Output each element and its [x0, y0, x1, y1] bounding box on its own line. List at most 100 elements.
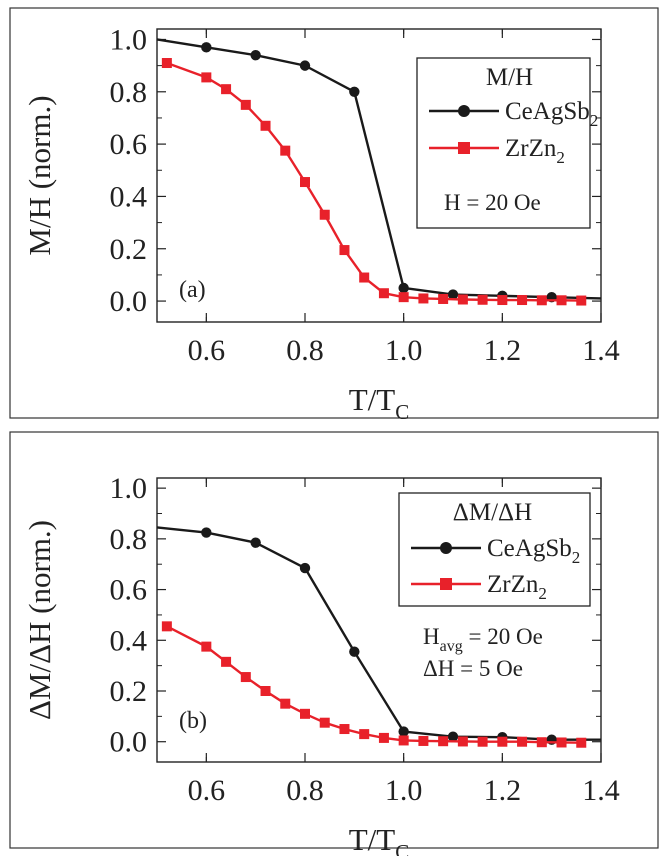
legend-label-sub: 2: [538, 584, 547, 603]
point-zrzn2: [497, 736, 508, 747]
point-zrzn2: [497, 295, 508, 306]
point-ceagsb2: [349, 86, 360, 97]
point-zrzn2: [280, 698, 291, 709]
annotation-main: H: [423, 624, 440, 649]
point-ceagsb2: [201, 527, 212, 538]
x-tick-label: 1.4: [582, 334, 620, 367]
point-ceagsb2: [299, 60, 311, 71]
legend-box: [416, 57, 591, 229]
legend-marker-zrzn2: [440, 578, 452, 590]
panel-frame: [9, 7, 659, 419]
legend-box: [398, 492, 591, 607]
point-zrzn2: [517, 736, 528, 747]
x-tick-label: 0.6: [188, 334, 226, 367]
point-ceagsb2: [250, 537, 261, 548]
point-zrzn2: [339, 245, 350, 256]
point-ceagsb2: [201, 42, 212, 53]
point-zrzn2: [438, 736, 449, 747]
point-zrzn2: [477, 294, 488, 305]
plot-area: [156, 28, 602, 323]
point-ceagsb2: [250, 49, 261, 61]
x-axis-title-main: T/T: [349, 822, 396, 856]
x-tick-label: 1.0: [385, 774, 423, 807]
legend-label-ceagsb2: CeAgSb2: [505, 98, 598, 130]
panel-b: 0.6 0.8 1.0 1.2 1.4 0.0 0.2 0.4 0.6 0.8 1.0 T/TC ΔM/…: [9, 431, 659, 856]
x-axis-title: T/TC: [349, 822, 410, 856]
point-ceagsb2: [447, 731, 459, 742]
x-tick-label: 1.0: [385, 334, 423, 367]
point-zrzn2: [398, 735, 409, 746]
plot-area: [156, 477, 602, 763]
legend-marker-ceagsb2: [440, 542, 452, 554]
point-zrzn2: [418, 293, 429, 304]
y-tick-label: 0.4: [110, 624, 148, 657]
annotation-rest: = 20 Oe: [463, 624, 543, 649]
point-zrzn2: [359, 729, 370, 740]
point-zrzn2: [457, 294, 468, 305]
point-zrzn2: [339, 724, 350, 735]
point-zrzn2: [477, 736, 488, 747]
point-zrzn2: [319, 717, 330, 728]
point-zrzn2: [418, 735, 429, 746]
point-zrzn2: [201, 72, 212, 83]
annotation: H = 20 Oe: [444, 190, 541, 215]
x-axis-title: T/TC: [349, 382, 410, 424]
x-tick-label: 1.2: [484, 334, 522, 367]
x-axis: 0.6 0.8 1.0 1.2 1.4: [188, 478, 620, 807]
x-axis-title-main: T/T: [349, 382, 396, 417]
point-zrzn2: [319, 209, 330, 220]
y-tick-label: 1.0: [110, 23, 148, 56]
panel-frame: [9, 431, 659, 849]
point-ceagsb2: [349, 646, 360, 657]
legend-label-sub: 2: [556, 148, 565, 167]
point-zrzn2: [536, 737, 547, 748]
y-tick-label: 0.6: [110, 574, 148, 607]
point-ceagsb2: [299, 562, 311, 574]
panel-label: (b): [179, 708, 207, 734]
point-zrzn2: [280, 145, 291, 156]
annotation: Havg = 20 Oe: [423, 624, 543, 655]
point-zrzn2: [161, 58, 172, 69]
y-tick-label: 0.8: [110, 76, 148, 109]
point-zrzn2: [260, 686, 271, 696]
x-tick-label: 1.4: [582, 774, 620, 807]
x-axis-title-sub: C: [395, 840, 409, 856]
legend-marker-ceagsb2: [458, 105, 470, 117]
point-zrzn2: [240, 672, 251, 683]
legend-title: ΔM/ΔH: [453, 499, 532, 526]
y-axis: 0.0 0.2 0.4 0.6 0.8 1.0: [110, 23, 601, 318]
legend-marker-zrzn2: [458, 142, 470, 154]
point-zrzn2: [240, 99, 251, 110]
annotations: H = 20 Oe: [444, 190, 541, 215]
point-zrzn2: [359, 272, 370, 283]
x-axis: 0.6 0.8 1.0 1.2 1.4: [188, 29, 620, 367]
point-zrzn2: [221, 84, 232, 95]
point-zrzn2: [576, 295, 587, 306]
series-group: [156, 526, 601, 748]
point-ceagsb2: [398, 726, 409, 737]
y-axis-title: ΔM/ΔH (norm.): [22, 520, 57, 720]
legend-title: M/H: [486, 64, 533, 91]
annotation-main: ΔH = 5 Oe: [423, 656, 523, 681]
panel-label: (a): [179, 277, 206, 303]
y-tick-label: 0.2: [110, 233, 148, 266]
point-zrzn2: [556, 295, 567, 306]
point-zrzn2: [438, 293, 449, 304]
legend-label-sub: 2: [590, 111, 599, 130]
y-tick-label: 0.4: [110, 180, 148, 213]
y-tick-label: 0.0: [110, 726, 148, 759]
legend-label-zrzn2: ZrZn2: [505, 135, 565, 167]
y-tick-label: 0.2: [110, 675, 148, 708]
point-zrzn2: [260, 120, 271, 131]
y-axis-title: M/H (norm.): [22, 95, 57, 255]
annotation-main: H = 20 Oe: [444, 190, 541, 215]
point-ceagsb2: [447, 289, 459, 300]
x-tick-label: 0.6: [188, 774, 226, 807]
legend-label-main: ZrZn: [505, 135, 557, 162]
legend-label-main: ZrZn: [487, 571, 539, 598]
x-tick-label: 0.8: [286, 774, 324, 807]
